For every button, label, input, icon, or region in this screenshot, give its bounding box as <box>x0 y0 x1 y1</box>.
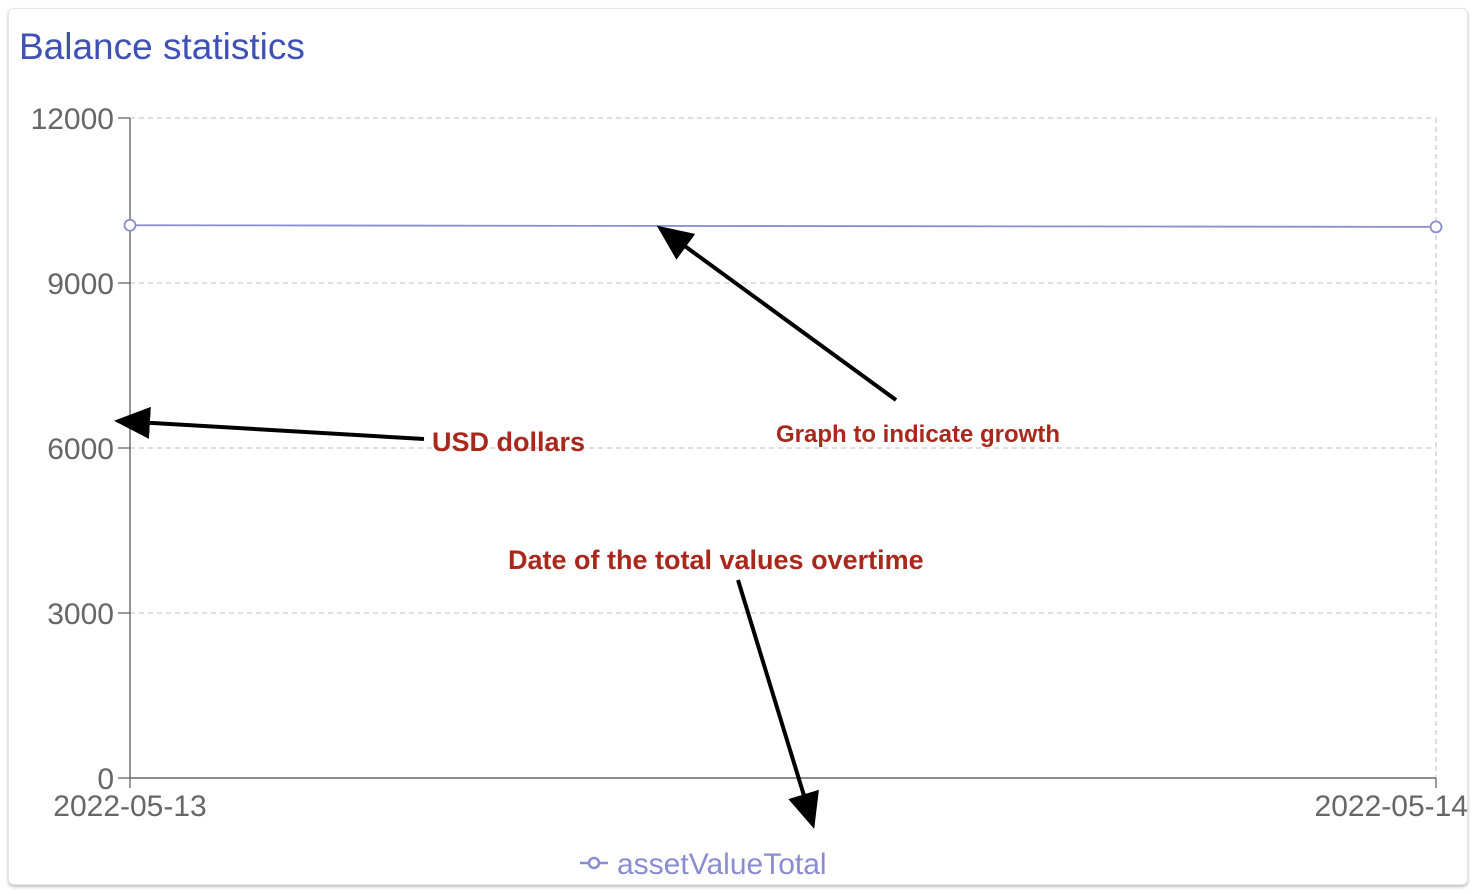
card-title: Balance statistics <box>19 26 305 67</box>
data-point[interactable] <box>1429 220 1443 234</box>
annotation-growth-label: Graph to indicate growth <box>776 421 1060 448</box>
data-point[interactable] <box>123 218 137 232</box>
series-line <box>129 224 1437 228</box>
annotation-growth-arrow <box>656 225 898 402</box>
legend-swatch-marker <box>587 856 601 870</box>
annotation-date-label: Date of the total values overtime <box>508 545 924 575</box>
series <box>123 218 1443 234</box>
x-tick-label: 2022-05-14 <box>1315 790 1468 823</box>
legend-label: assetValueTotal <box>617 848 827 881</box>
legend[interactable]: assetValueTotal <box>580 848 827 881</box>
y-tick-label: 0 <box>97 763 114 796</box>
chart-card: Balance statistics <box>8 8 1468 885</box>
x-tick-label: 2022-05-13 <box>53 790 206 823</box>
legend-item[interactable]: assetValueTotal <box>580 848 827 881</box>
y-tick-label: 12000 <box>31 103 114 136</box>
axes: 0 3000 6000 9000 12000 2022-05-13 2022-05-14 <box>31 103 1468 823</box>
annotation-usd-arrow <box>114 406 425 441</box>
y-tick-label: 9000 <box>47 268 114 301</box>
annotations: Graph to indicate growth USD dollars Date … <box>114 225 1060 829</box>
annotation-usd-label: USD dollars <box>432 427 585 457</box>
y-tick-label: 3000 <box>47 598 114 631</box>
grid-lines <box>130 117 1437 778</box>
annotation-date-arrow <box>736 579 819 829</box>
y-tick-label: 6000 <box>47 433 114 466</box>
